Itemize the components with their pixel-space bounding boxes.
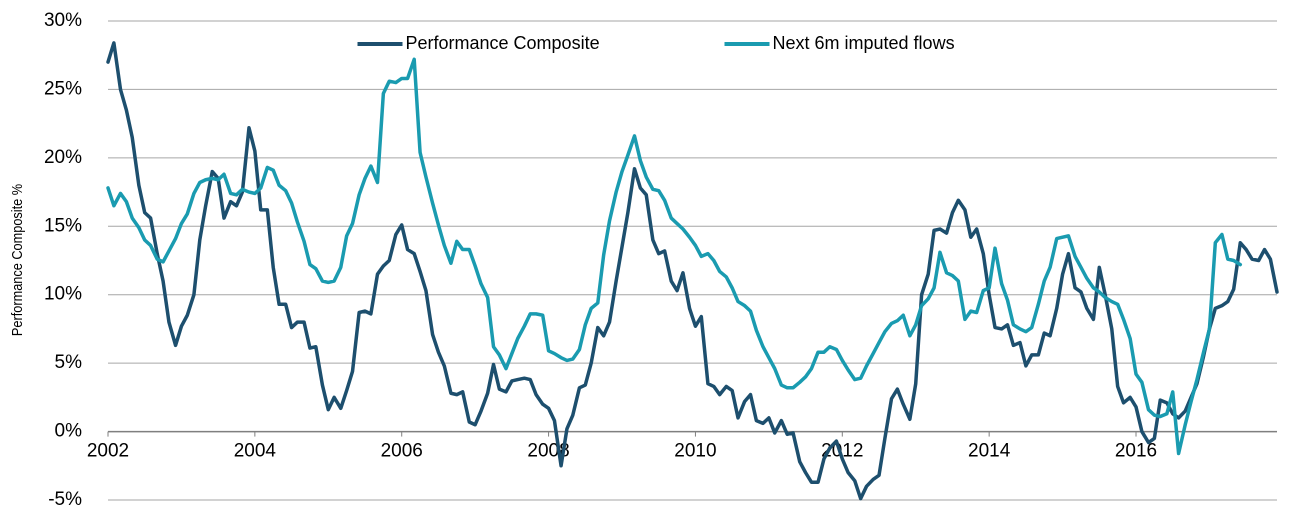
legend-label: Performance Composite bbox=[406, 33, 600, 53]
x-tick-label: 2006 bbox=[381, 441, 423, 462]
y-tick-label: 5% bbox=[55, 352, 83, 373]
y-tick-label: 20% bbox=[44, 147, 82, 168]
y-tick-label: 15% bbox=[44, 215, 82, 236]
y-tick-label: 0% bbox=[55, 421, 83, 442]
series-line bbox=[106, 57, 1243, 456]
y-axis-label: Performance Composite % bbox=[8, 184, 25, 336]
series-line bbox=[106, 41, 1279, 501]
x-tick-label: 2014 bbox=[968, 441, 1011, 462]
y-tick-label: 25% bbox=[44, 78, 82, 99]
legend: Performance Composite Next 6m imputed flo… bbox=[357, 33, 955, 53]
y-tick-label: 30% bbox=[44, 10, 82, 31]
legend-label: Next 6m imputed flows bbox=[773, 33, 955, 53]
x-tick-label: 2002 bbox=[87, 441, 129, 462]
x-tick-label: 2004 bbox=[234, 441, 277, 462]
x-tick-label: 2016 bbox=[1115, 441, 1157, 462]
y-tick-label: -5% bbox=[48, 489, 82, 510]
y-tick-label: 10% bbox=[44, 284, 82, 305]
x-tick-label: 2010 bbox=[674, 441, 716, 462]
